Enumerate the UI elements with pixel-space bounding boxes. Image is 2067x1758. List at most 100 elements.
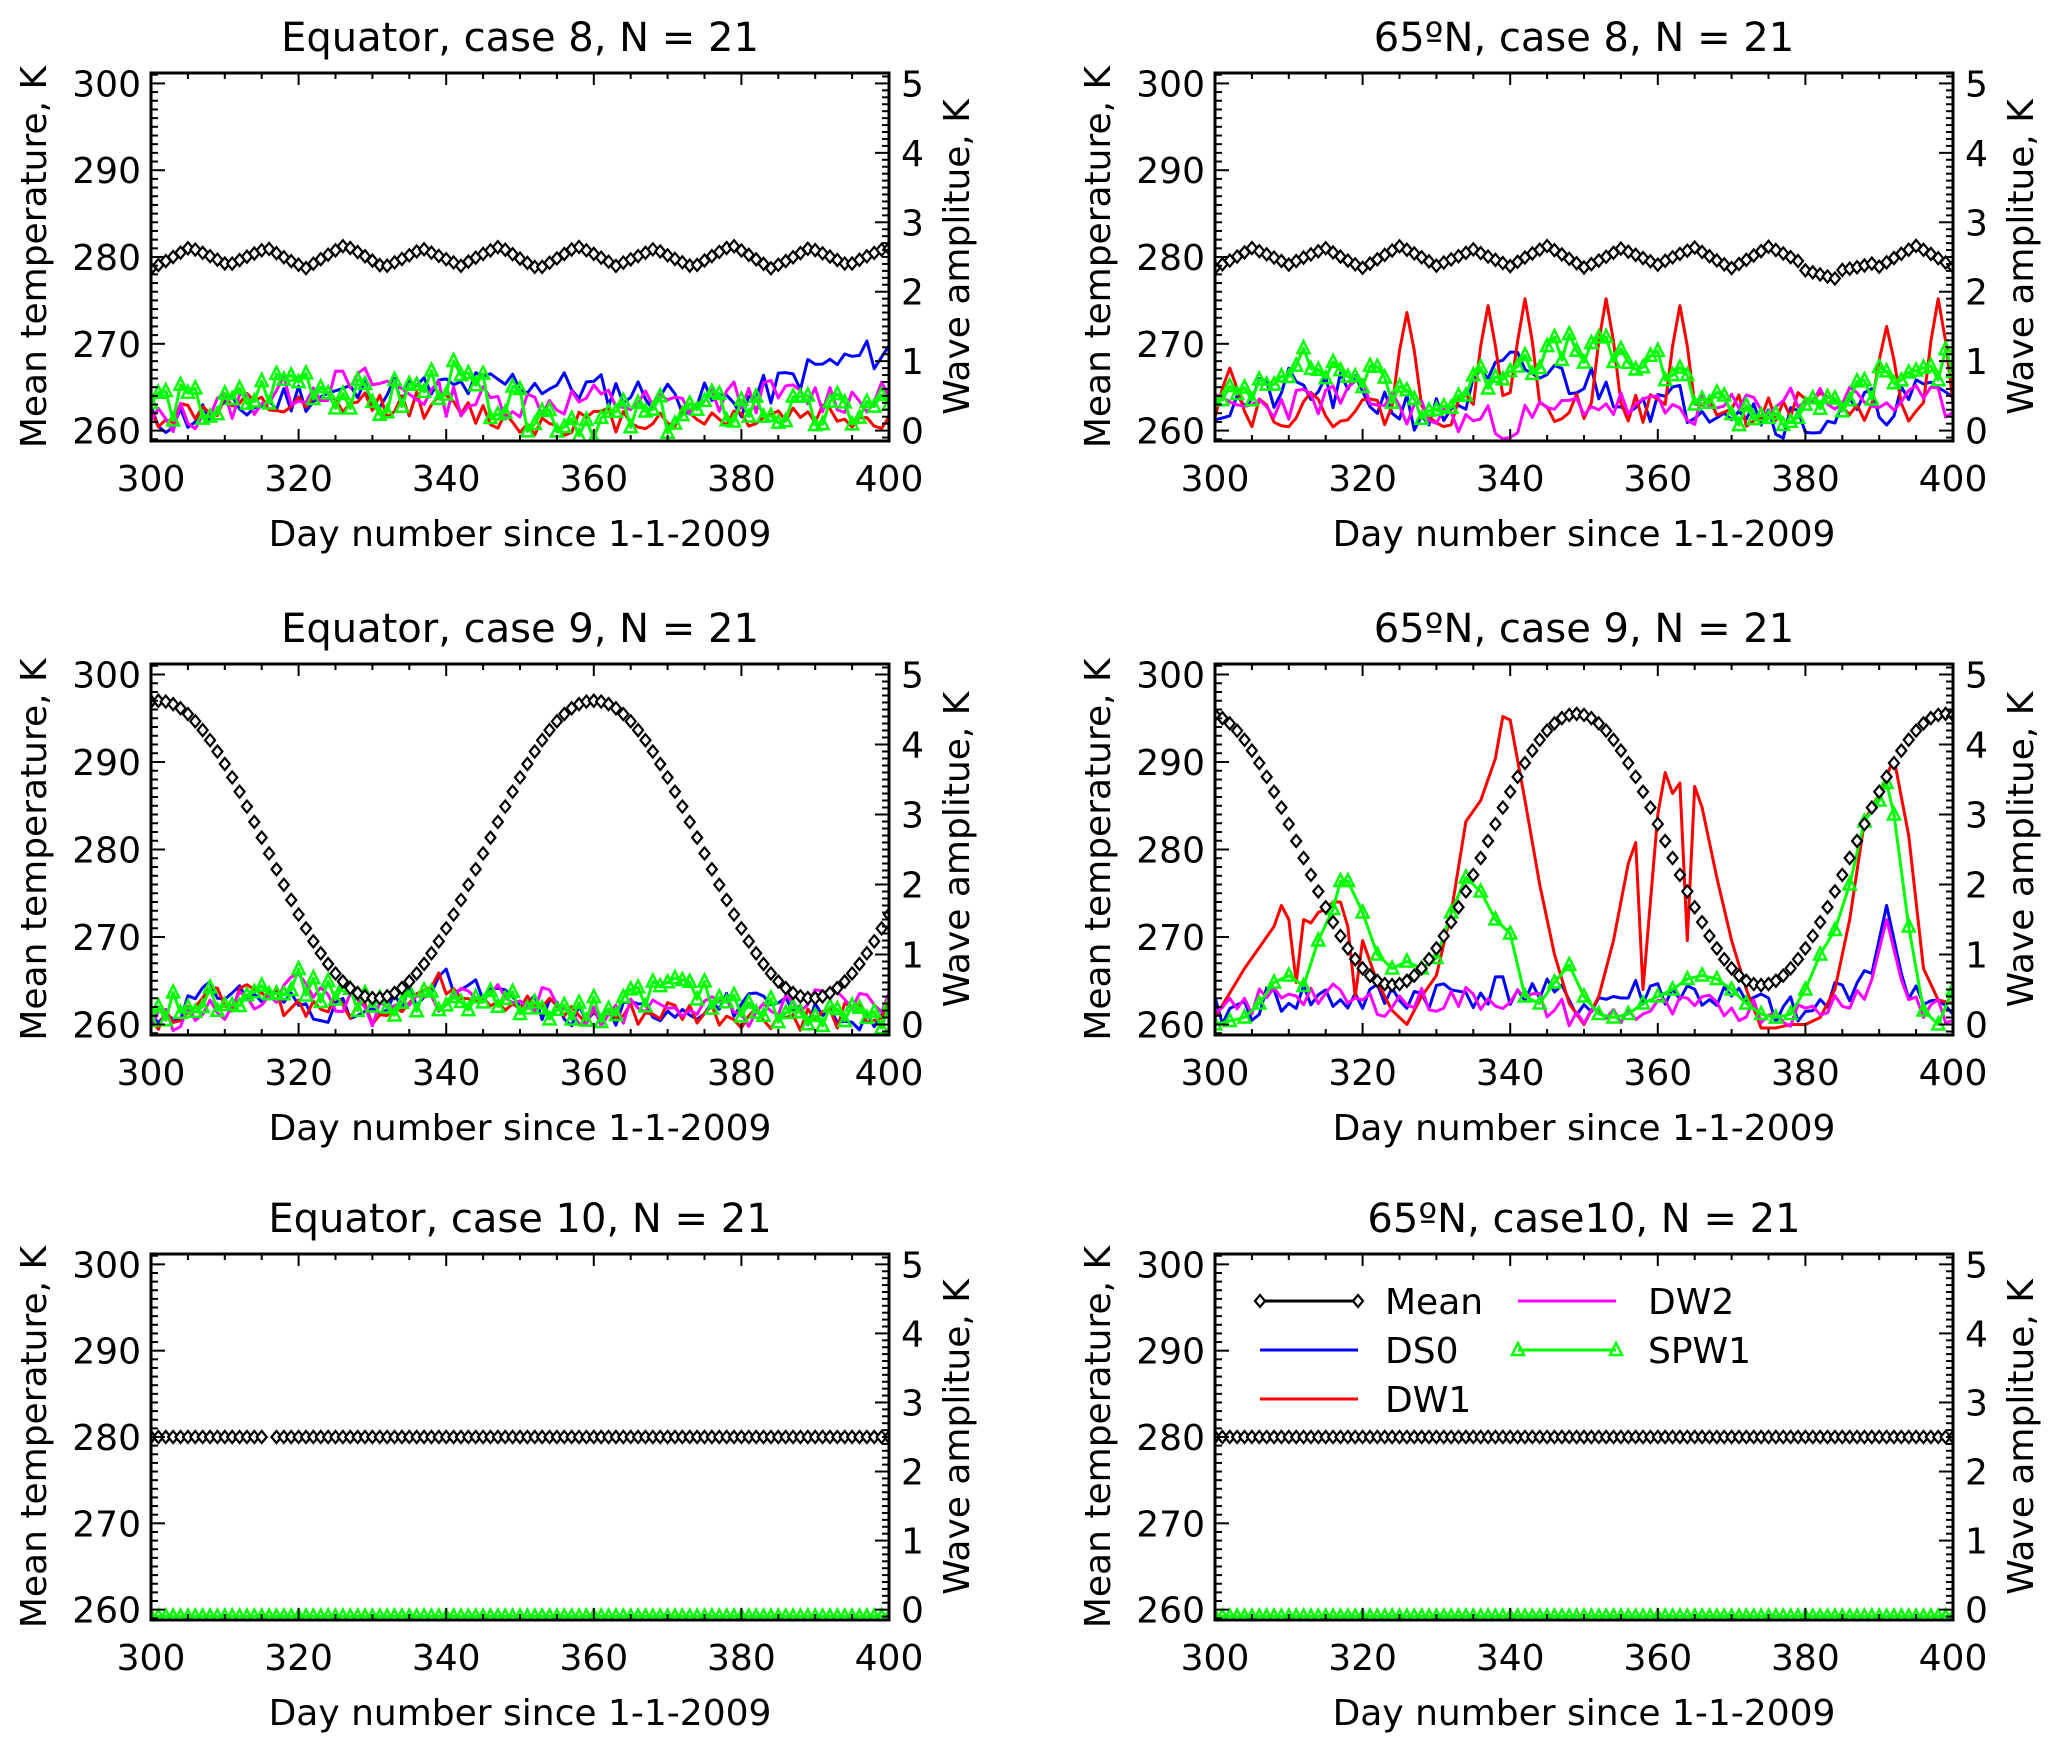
y-axis-label-right: Wave amplitue, K (937, 98, 978, 415)
mean-point (225, 769, 239, 786)
spw1-point (593, 1012, 610, 1029)
spw1-point (866, 396, 883, 413)
spw1-point (696, 971, 713, 988)
spw1-point (1841, 390, 1858, 407)
spw1-point (644, 971, 661, 988)
x-tick-label: 340 (412, 1053, 481, 1094)
spw1-point (1671, 357, 1688, 374)
y-right-tick-label: 3 (1965, 203, 1988, 244)
spw1-point (334, 383, 351, 400)
mean-point (417, 241, 431, 257)
spw1-point (1221, 1011, 1238, 1028)
mean-point (1319, 240, 1333, 256)
spw1-point (1738, 993, 1755, 1010)
spw1-point (1812, 399, 1829, 416)
mean-point (1319, 899, 1333, 915)
y-right-tick-label: 0 (1965, 412, 1988, 453)
mean-point (690, 829, 704, 846)
spw1-point (740, 406, 757, 423)
series-line-dw2 (151, 366, 889, 434)
mean-point (845, 965, 859, 982)
mean-point (306, 933, 320, 950)
spw1-point (1406, 389, 1423, 406)
mean-point (1260, 769, 1274, 785)
mean-point (1666, 850, 1679, 866)
legend-label: DW2 (1648, 1282, 1734, 1323)
mean-point (1688, 899, 1702, 915)
mean-point (1334, 248, 1347, 265)
y-right-tick-label: 1 (901, 936, 924, 977)
mean-point (1717, 951, 1731, 967)
spw1-point (312, 992, 329, 1009)
legend-label: SPW1 (1648, 1331, 1751, 1372)
spw1-point (1605, 352, 1622, 369)
mean-point (1636, 784, 1650, 800)
spw1-point (305, 968, 322, 985)
spw1-point (1376, 367, 1393, 384)
spw1-point (563, 409, 580, 426)
spw1-point (1723, 404, 1740, 421)
y-tick-label: 280 (1136, 1418, 1205, 1459)
spw1-point (1826, 388, 1843, 405)
mean-point (1769, 973, 1783, 989)
spw1-point (1516, 986, 1533, 1003)
mean-point (1784, 960, 1798, 977)
spw1-point (1944, 362, 1953, 379)
spw1-point (1590, 1004, 1607, 1021)
spw1-point (644, 399, 661, 416)
mean-point (247, 814, 261, 830)
spw1-point (467, 375, 484, 392)
y-tick-label: 260 (72, 412, 141, 453)
spw1-point (202, 977, 219, 994)
mean-point (1651, 816, 1665, 832)
spw1-point (807, 1006, 824, 1023)
spw1-point (1804, 388, 1821, 405)
spw1-point (1546, 327, 1563, 344)
spw1-point (762, 988, 779, 1005)
mean-point (284, 892, 298, 908)
spw1-point (1878, 773, 1895, 790)
mean-point (1444, 914, 1458, 930)
y-right-tick-label: 5 (1965, 1245, 1988, 1286)
spw1-point (1215, 390, 1231, 407)
spw1-point (1649, 341, 1666, 358)
mean-point (270, 861, 283, 877)
y-right-tick-label: 0 (1965, 1591, 1988, 1632)
spw1-point (1856, 370, 1873, 387)
spw1-point (1487, 367, 1504, 384)
spw1-point (297, 363, 315, 380)
spw1-point (770, 1012, 787, 1029)
spw1-point (1782, 1004, 1799, 1021)
spw1-point (1236, 377, 1253, 394)
spw1-point (151, 996, 167, 1013)
x-tick-label: 400 (855, 1638, 924, 1679)
mean-point (653, 756, 667, 772)
mean-point (1348, 951, 1362, 967)
mean-point (1880, 769, 1894, 785)
y-axis-label-right: Wave amplitue, K (937, 1278, 978, 1595)
spw1-point (1679, 969, 1696, 986)
spw1-point (587, 429, 600, 441)
spw1-point (290, 959, 307, 976)
spw1-point (253, 975, 270, 992)
y-tick-label: 290 (1136, 151, 1205, 192)
mean-point (1326, 914, 1340, 930)
mean-point (1643, 799, 1657, 816)
spw1-point (1679, 365, 1696, 382)
spw1-point (1509, 356, 1526, 373)
x-tick-label: 400 (855, 459, 924, 500)
mean-point (720, 892, 734, 908)
y-right-tick-label: 4 (1965, 1314, 1988, 1355)
mean-point (1274, 799, 1288, 816)
x-axis-label: Day number since 1-1-2009 (1333, 1693, 1836, 1734)
spw1-point (349, 369, 366, 386)
spw1-point (799, 1014, 816, 1031)
y-right-tick-label: 1 (1965, 342, 1988, 383)
chart-title: Equator, case 10, N = 21 (268, 1196, 771, 1242)
mean-point (1407, 245, 1421, 262)
mean-point (218, 756, 232, 772)
spw1-point (1612, 339, 1629, 356)
spw1-point (416, 980, 433, 997)
plot-area (1215, 238, 1953, 441)
mean-series (1215, 1429, 1953, 1445)
